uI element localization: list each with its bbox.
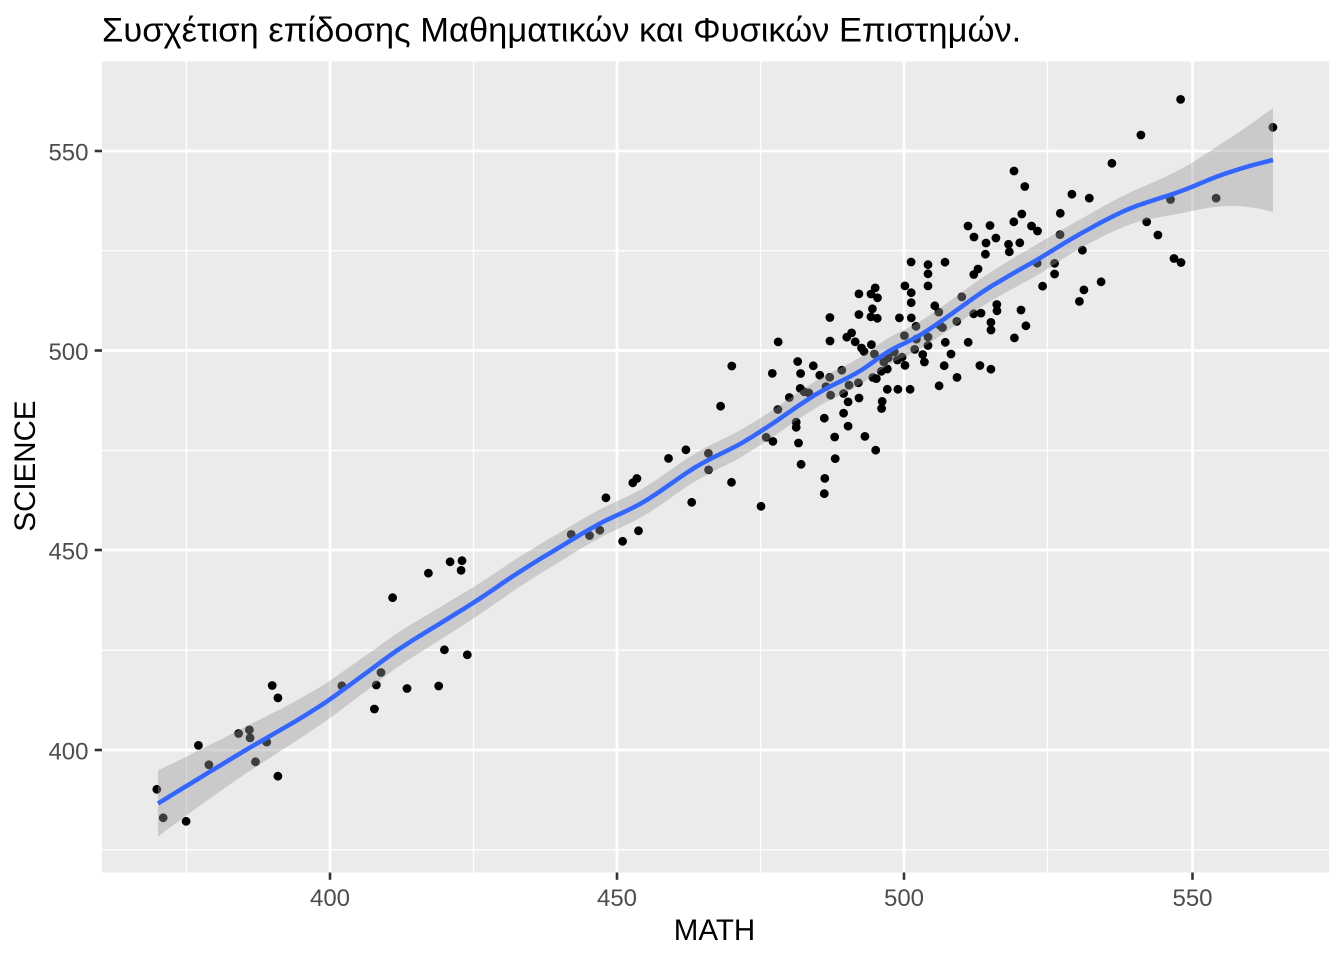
svg-text:400: 400	[310, 885, 350, 912]
svg-text:500: 500	[884, 885, 924, 912]
svg-text:400: 400	[48, 739, 88, 766]
svg-text:550: 550	[1172, 885, 1212, 912]
svg-text:500: 500	[48, 339, 88, 366]
svg-text:550: 550	[48, 140, 88, 167]
svg-text:MATH: MATH	[674, 914, 755, 947]
svg-text:SCIENCE: SCIENCE	[9, 400, 42, 531]
svg-text:450: 450	[48, 539, 88, 566]
svg-text:450: 450	[597, 885, 637, 912]
svg-text:Συσχέτιση επίδοσης Μαθηματικών: Συσχέτιση επίδοσης Μαθηματικών και Φυσικ…	[102, 12, 1021, 50]
